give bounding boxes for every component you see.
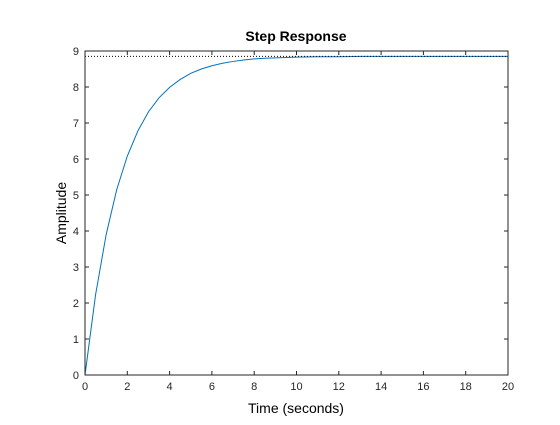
y-tick-label: 1: [73, 334, 79, 346]
step-response-line: [84, 55, 508, 376]
x-tick-label: 2: [124, 381, 130, 393]
y-tick-label: 5: [73, 190, 79, 202]
y-tick-label: 8: [73, 82, 79, 94]
x-tick-label: 18: [460, 381, 472, 393]
y-tick-label: 4: [73, 226, 79, 238]
chart-title: Step Response: [245, 28, 346, 44]
x-tick-label: 10: [290, 381, 302, 393]
x-tick-label: 8: [251, 381, 257, 393]
y-tick-label: 9: [73, 46, 79, 58]
x-tick-label: 12: [333, 381, 345, 393]
series-layer: [84, 55, 508, 376]
x-tick-label: 16: [417, 381, 429, 393]
x-tick-label: 0: [82, 381, 88, 393]
x-tick-label: 20: [502, 381, 514, 393]
y-tick-label: 7: [73, 118, 79, 130]
y-tick-label: 3: [73, 262, 79, 274]
x-tick-label: 4: [167, 381, 173, 393]
x-tick-label: 6: [209, 381, 215, 393]
y-tick-label: 2: [73, 298, 79, 310]
x-axis-label: Time (seconds): [248, 400, 344, 416]
y-tick-label: 0: [73, 370, 79, 382]
y-tick-label: 6: [73, 154, 79, 166]
plot-area: [85, 51, 508, 375]
x-tick-label: 14: [375, 381, 387, 393]
y-axis-label: Amplitude: [53, 182, 69, 244]
axes-box: [84, 50, 509, 376]
